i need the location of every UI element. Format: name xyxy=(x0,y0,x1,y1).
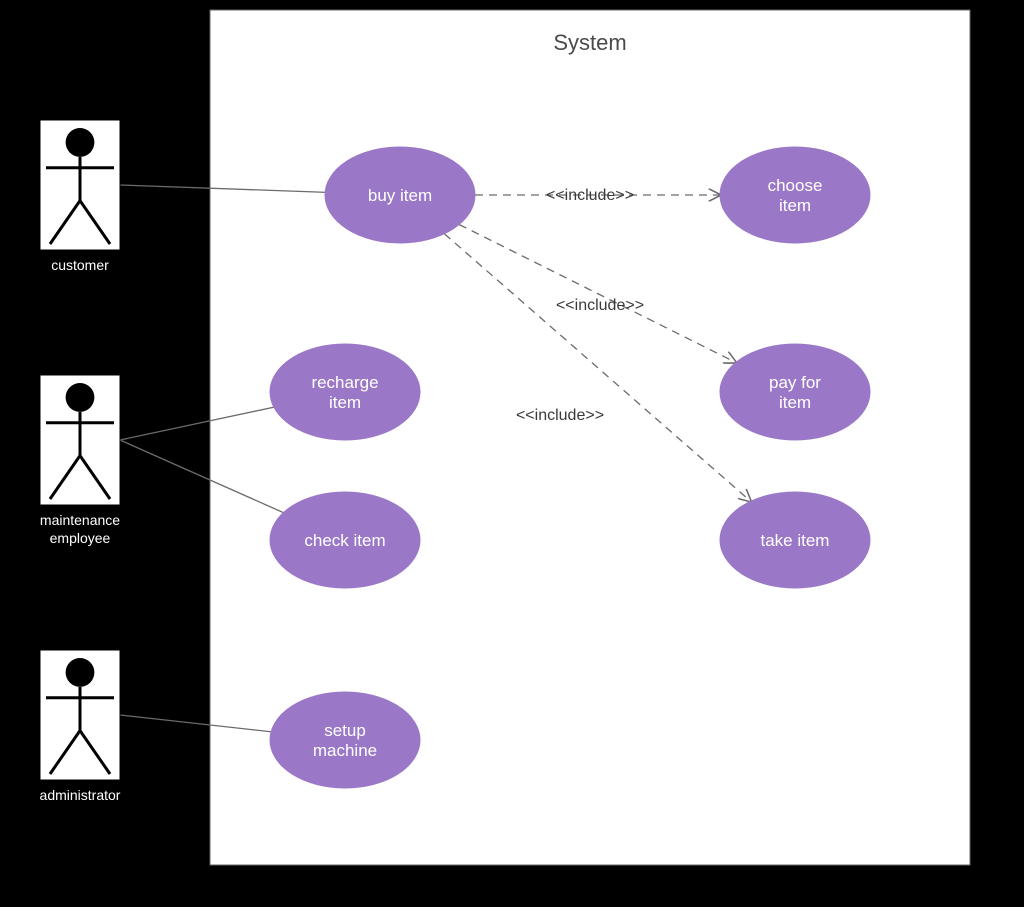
usecase-recharge xyxy=(270,344,420,440)
actor-head-icon xyxy=(66,383,95,412)
include-label: <<include>> xyxy=(556,297,644,314)
usecase-setup xyxy=(270,692,420,788)
usecase-label: take item xyxy=(761,531,830,550)
actor-label: administrator xyxy=(40,787,121,803)
include-label: <<include>> xyxy=(546,187,634,204)
usecase-label: buy item xyxy=(368,186,432,205)
use-case-diagram: System <<include>> <<include>> <<include>> b… xyxy=(0,0,1024,907)
system-title: System xyxy=(553,30,626,55)
usecase-pay_for_item xyxy=(720,344,870,440)
include-label: <<include>> xyxy=(516,407,604,424)
actor-head-icon xyxy=(66,658,95,687)
actor-maintenance xyxy=(40,375,120,505)
usecase-choose_item xyxy=(720,147,870,243)
actor-head-icon xyxy=(66,128,95,157)
actor-customer xyxy=(40,120,120,250)
actor-label: customer xyxy=(51,257,109,273)
usecase-label: check item xyxy=(304,531,385,550)
actor-administrator xyxy=(40,650,120,780)
